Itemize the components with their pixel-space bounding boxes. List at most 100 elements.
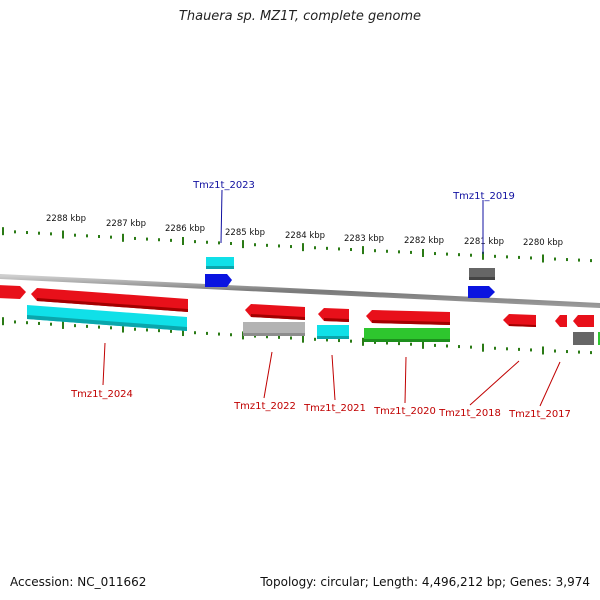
minor-tick — [254, 334, 256, 338]
minor-tick — [146, 237, 148, 241]
minor-tick — [266, 335, 268, 339]
gene-feature-cyan-shadow — [206, 266, 234, 269]
gene-feature-lightgray-shadow — [243, 333, 305, 336]
major-tick — [2, 227, 4, 236]
gene-label[interactable]: Tmz1t_2020 — [373, 406, 436, 417]
gene-label[interactable]: Tmz1t_2021 — [303, 403, 366, 414]
kbp-label: 2285 kbp — [225, 228, 265, 238]
minor-tick — [74, 324, 76, 328]
minor-tick — [50, 322, 52, 326]
minor-tick — [338, 247, 340, 251]
minor-tick — [314, 337, 316, 341]
gene-label[interactable]: Tmz1t_2018 — [438, 408, 501, 419]
gene-label[interactable]: Tmz1t_2017 — [508, 409, 571, 420]
kbp-label: 2282 kbp — [404, 236, 444, 246]
kbp-label: 2283 kbp — [344, 234, 384, 244]
leader-line — [220, 189, 223, 244]
gene-label[interactable]: Tmz1t_2019 — [452, 191, 515, 202]
minor-tick — [98, 235, 100, 239]
gene-feature-green[interactable] — [364, 328, 450, 342]
major-tick — [302, 334, 304, 343]
major-tick — [122, 233, 124, 242]
minor-tick — [590, 259, 592, 263]
minor-tick — [206, 240, 208, 244]
minor-tick — [494, 346, 496, 350]
gene-feature-gray[interactable] — [573, 332, 594, 345]
leader-line — [331, 354, 336, 401]
gene-label[interactable]: Tmz1t_2023 — [192, 180, 255, 191]
gene-arrow-red-shadow — [372, 320, 450, 325]
minor-tick — [518, 347, 520, 351]
minor-tick — [158, 238, 160, 242]
leader-line — [469, 360, 520, 406]
minor-tick — [434, 343, 436, 347]
gene-feature-cyan[interactable] — [317, 325, 349, 339]
minor-tick — [494, 254, 496, 258]
major-tick — [362, 337, 364, 346]
minor-tick — [206, 331, 208, 335]
major-tick — [542, 346, 544, 355]
gene-arrow-red[interactable] — [31, 288, 188, 312]
gene-label[interactable]: Tmz1t_2022 — [233, 401, 296, 412]
minor-tick — [254, 243, 256, 247]
gene-arrow-red[interactable] — [503, 314, 536, 327]
minor-tick — [278, 244, 280, 248]
gene-feature-cyan-shadow — [27, 315, 187, 331]
minor-tick — [434, 252, 436, 256]
gene-feature-gray-shadow — [469, 277, 495, 280]
major-tick — [242, 240, 244, 249]
minor-tick — [374, 340, 376, 344]
gene-arrow-blue[interactable] — [205, 274, 232, 287]
gene-feature-green[interactable] — [598, 332, 600, 345]
major-tick — [482, 251, 484, 260]
minor-tick — [86, 234, 88, 238]
minor-tick — [410, 342, 412, 346]
gene-label[interactable]: Tmz1t_2024 — [70, 389, 133, 400]
minor-tick — [470, 345, 472, 349]
major-tick — [62, 230, 64, 239]
minor-tick — [230, 333, 232, 337]
minor-tick — [26, 231, 28, 235]
gene-arrow-red[interactable] — [555, 315, 567, 327]
minor-tick — [374, 249, 376, 253]
minor-tick — [218, 241, 220, 245]
gene-arrow-blue[interactable] — [468, 286, 495, 298]
minor-tick — [590, 351, 592, 355]
minor-tick — [446, 344, 448, 348]
minor-tick — [578, 350, 580, 354]
backbone-arc — [0, 273, 600, 308]
gene-arrow-red[interactable] — [573, 315, 594, 327]
gene-labels: Tmz1t_2023 Tmz1t_2019 Tmz1t_2024 Tmz1t_2… — [70, 180, 571, 420]
accession-text: Accession: NC_011662 — [10, 575, 147, 589]
gene-feature-cyan-shadow — [317, 336, 349, 339]
kbp-label: 2284 kbp — [285, 231, 325, 241]
minor-tick — [86, 324, 88, 328]
minor-tick — [26, 321, 28, 325]
minor-tick — [386, 249, 388, 253]
major-tick — [302, 243, 304, 252]
minor-tick — [338, 339, 340, 343]
minor-tick — [530, 348, 532, 352]
kbp-label: 2287 kbp — [106, 219, 146, 229]
minor-tick — [446, 252, 448, 256]
gene-arrow-red-shadow — [251, 314, 305, 320]
minor-tick — [458, 345, 460, 349]
major-tick — [122, 324, 124, 333]
minor-tick — [506, 255, 508, 259]
kbp-label: 2280 kbp — [523, 238, 563, 248]
minor-tick — [290, 336, 292, 340]
minor-tick — [314, 246, 316, 250]
leader-line — [539, 361, 561, 407]
major-tick — [542, 254, 544, 263]
minor-tick — [386, 341, 388, 345]
minor-tick — [410, 250, 412, 254]
minor-tick — [458, 253, 460, 257]
gene-feature-lightgray[interactable] — [243, 322, 305, 336]
leader-line — [263, 351, 273, 399]
gene-arrow-red[interactable] — [0, 285, 26, 299]
minor-tick — [170, 329, 172, 333]
gene-arrow-red-shadow — [37, 298, 188, 312]
major-tick — [2, 317, 4, 326]
minor-tick — [134, 236, 136, 240]
